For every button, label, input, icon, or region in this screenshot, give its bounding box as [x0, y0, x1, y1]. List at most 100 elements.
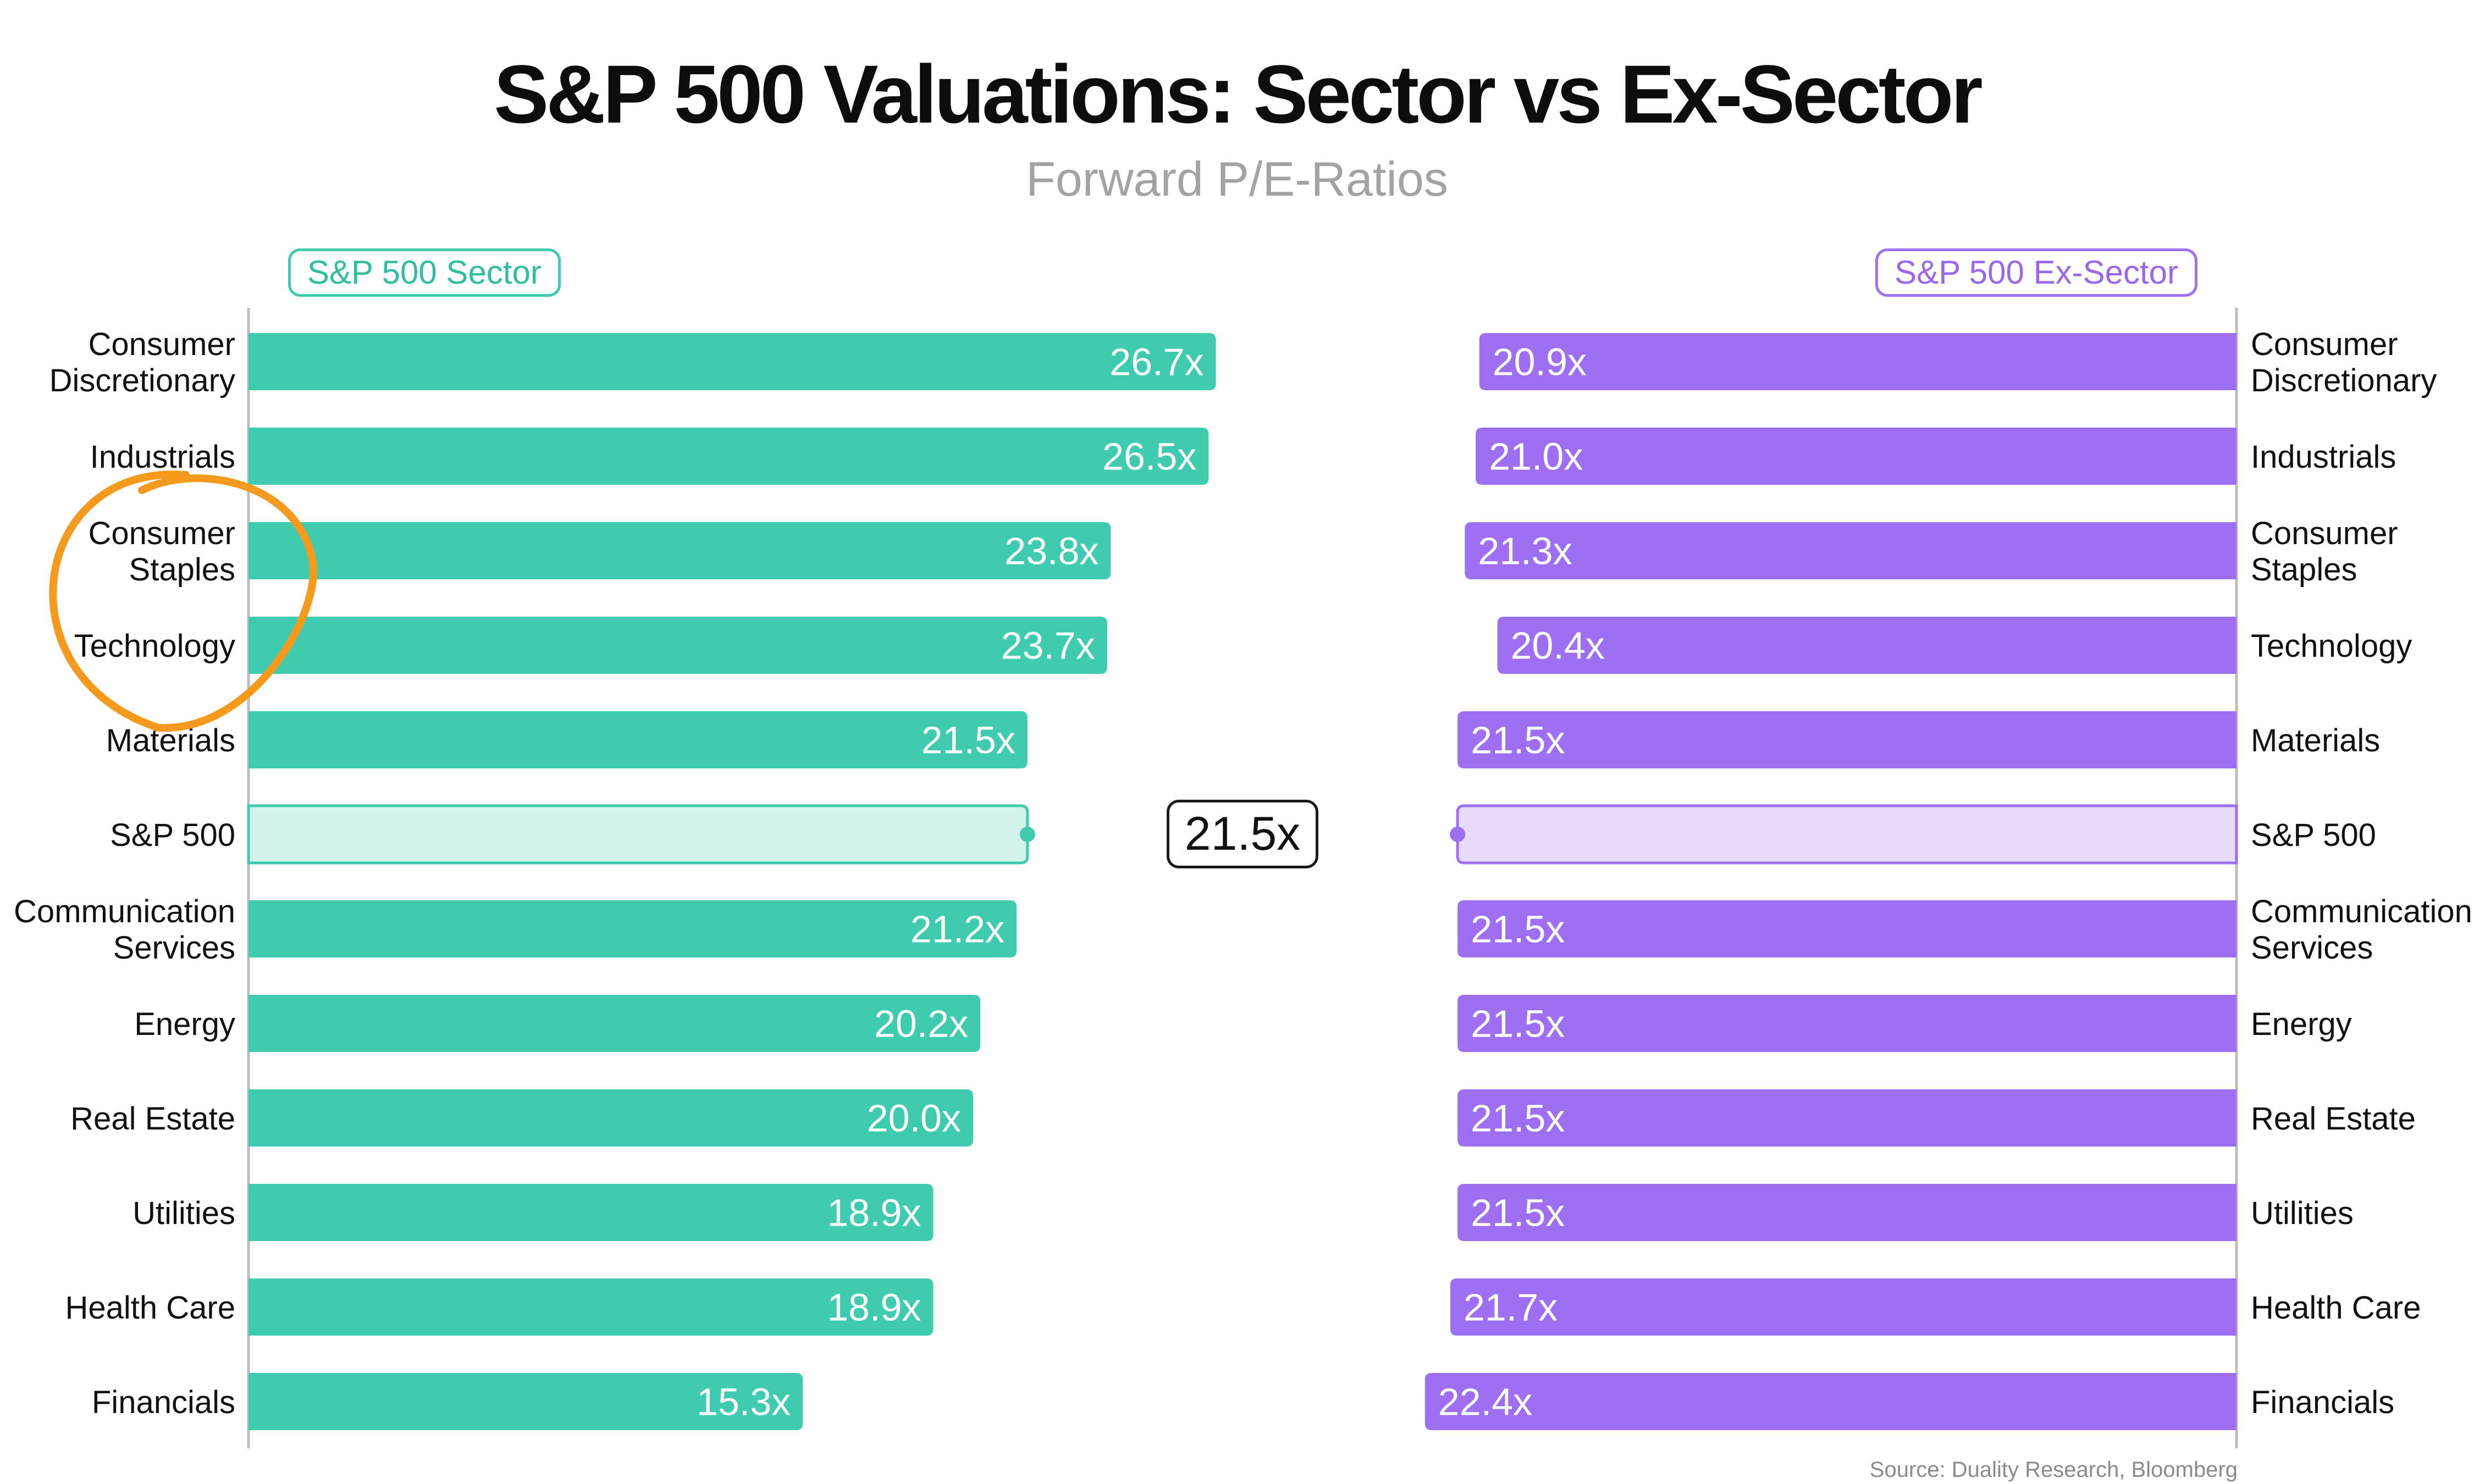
- left-category-label: Industrials: [90, 439, 235, 475]
- legend-ex-sector: S&P 500 Ex-Sector: [1875, 248, 2197, 297]
- left-category-label: Technology: [74, 628, 235, 664]
- sector-bar: [248, 522, 1111, 579]
- ex-sector-reference-dot: [1450, 827, 1466, 842]
- sector-value-label: 20.2x: [874, 1003, 968, 1045]
- legend-sector: S&P 500 Sector: [288, 248, 561, 297]
- source-note: Source: Duality Research, Bloomberg: [1869, 1458, 2238, 1482]
- ex-sector-value-label: 21.5x: [1471, 1192, 1565, 1234]
- ex-sector-bar: [1476, 428, 2236, 485]
- sector-bar: [248, 1373, 803, 1430]
- right-category-label: Materials: [2251, 723, 2380, 758]
- left-category-label: Consumer Discretionary: [49, 326, 235, 398]
- left-category-label: Consumer Staples: [88, 516, 235, 588]
- ex-sector-value-label: 22.4x: [1438, 1381, 1532, 1424]
- left-category-label: Utilities: [132, 1195, 235, 1231]
- ex-sector-value-label: 21.7x: [1464, 1286, 1558, 1329]
- ex-sector-value-label: 21.5x: [1471, 1097, 1565, 1140]
- sector-bar: [248, 711, 1028, 768]
- category-label-line: Financials: [92, 1385, 235, 1420]
- category-label-line: Communication: [14, 894, 235, 929]
- sector-value-label: 18.9x: [827, 1286, 921, 1329]
- sector-bar: [248, 1089, 973, 1147]
- ex-sector-bar: [1479, 333, 2236, 390]
- category-label-line: Staples: [2251, 552, 2357, 588]
- category-label-line: Consumer: [88, 516, 235, 551]
- ex-sector-bar: [1457, 711, 2236, 768]
- ex-sector-bar: [1424, 1373, 2236, 1430]
- category-label-line: Industrials: [2251, 439, 2396, 475]
- ex-sector-value-label: 21.5x: [1471, 719, 1565, 762]
- sector-bar: [248, 333, 1216, 390]
- left-category-label: Energy: [134, 1006, 235, 1042]
- category-label-line: S&P 500: [2251, 817, 2376, 853]
- ex-sector-value-label: 21.3x: [1478, 530, 1572, 573]
- category-label-line: Consumer: [2251, 516, 2398, 551]
- category-label-line: Real Estate: [70, 1101, 235, 1137]
- chart-title: S&P 500 Valuations: Sector vs Ex-Sector: [494, 48, 1983, 140]
- ex-sector-bar: [1457, 1089, 2236, 1147]
- sector-value-label: 18.9x: [827, 1192, 921, 1234]
- sector-value-label: 23.7x: [1001, 624, 1095, 667]
- category-label-line: Financials: [2251, 1385, 2394, 1420]
- sector-bar: [248, 428, 1209, 485]
- ex-sector-value-label: 20.9x: [1493, 341, 1587, 384]
- left-category-label: Real Estate: [70, 1101, 235, 1137]
- category-label-line: Energy: [2251, 1006, 2352, 1042]
- category-label-line: S&P 500: [110, 817, 235, 853]
- ex-sector-value-label: 20.4x: [1511, 624, 1605, 667]
- sector-reference-dot: [1019, 827, 1035, 842]
- sector-value-label: 26.5x: [1102, 435, 1196, 478]
- category-label-line: Services: [113, 930, 235, 966]
- ex-sector-bar: [1450, 1278, 2236, 1336]
- ex-sector-bar: [1465, 522, 2236, 579]
- sector-bar: [248, 995, 981, 1052]
- ex-sector-bar: [1457, 900, 2236, 957]
- sector-value-label: 21.2x: [910, 908, 1004, 951]
- category-label-line: Consumer: [88, 326, 235, 362]
- right-category-label: Financials: [2251, 1385, 2394, 1420]
- right-category-label: Consumer Discretionary: [2251, 326, 2437, 398]
- chart-subtitle: Forward P/E-Ratios: [1026, 152, 1448, 206]
- right-category-label: S&P 500: [2251, 817, 2376, 853]
- left-category-label: Communication Services: [14, 894, 235, 966]
- sector-value-label: 21.5x: [921, 719, 1015, 762]
- sector-value-label: 26.7x: [1109, 341, 1203, 384]
- category-label-line: Real Estate: [2251, 1101, 2416, 1137]
- sector-bar: [248, 1184, 934, 1241]
- right-category-label: Industrials: [2251, 439, 2396, 475]
- left-category-label: S&P 500: [110, 817, 235, 853]
- ex-sector-bar: [1456, 804, 2238, 865]
- ex-sector-bar: [1497, 617, 2236, 674]
- category-label-line: Communication: [2251, 894, 2472, 929]
- right-category-label: Consumer Staples: [2251, 516, 2398, 588]
- category-label-line: Utilities: [2251, 1195, 2354, 1231]
- category-label-line: Utilities: [132, 1195, 235, 1231]
- right-category-label: Communication Services: [2251, 894, 2472, 966]
- left-category-label: Health Care: [65, 1290, 235, 1326]
- category-label-line: Staples: [129, 552, 235, 588]
- category-label-line: Health Care: [65, 1290, 235, 1326]
- right-category-label: Technology: [2251, 628, 2412, 664]
- category-label-line: Consumer: [2251, 326, 2398, 362]
- ex-sector-value-label: 21.0x: [1489, 435, 1583, 478]
- category-label-line: Materials: [2251, 723, 2380, 758]
- category-label-line: Industrials: [90, 439, 235, 475]
- highlight-circle: [49, 470, 317, 732]
- category-label-line: Services: [2251, 930, 2373, 966]
- ex-sector-value-label: 21.5x: [1471, 1003, 1565, 1045]
- right-category-label: Utilities: [2251, 1195, 2354, 1231]
- sector-value-label: 15.3x: [697, 1381, 791, 1424]
- category-label-line: Energy: [134, 1006, 235, 1042]
- sp500-reference-label: 21.5x: [1167, 800, 1318, 868]
- sector-bar: [247, 804, 1029, 865]
- sector-value-label: 20.0x: [867, 1097, 961, 1140]
- category-label-line: Health Care: [2251, 1290, 2421, 1326]
- category-label-line: Technology: [2251, 628, 2412, 664]
- sector-bar: [248, 900, 1017, 957]
- sector-bar: [248, 617, 1107, 674]
- category-label-line: Technology: [74, 628, 235, 664]
- category-label-line: Discretionary: [49, 363, 235, 398]
- ex-sector-bar: [1457, 1184, 2236, 1241]
